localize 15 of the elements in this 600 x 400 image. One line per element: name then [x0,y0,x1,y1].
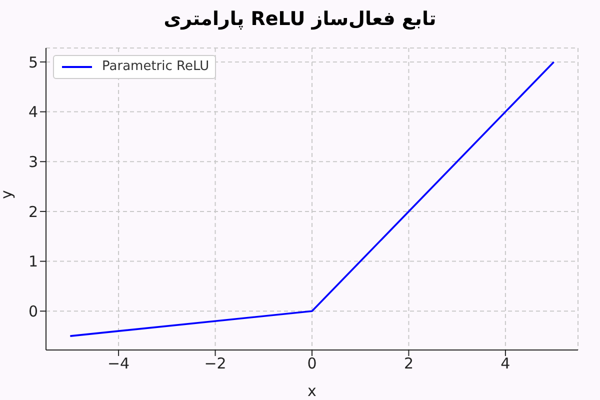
y-axis-title: y [0,190,16,199]
x-tick-label: 2 [404,354,414,373]
y-tick-label: 1 [28,252,38,271]
legend-label: Parametric ReLU [102,58,210,76]
x-tick-label: −2 [204,354,226,373]
x-tick-label: 0 [307,354,317,373]
y-tick-label: 0 [28,302,38,320]
x-tick-label: 4 [500,354,510,373]
chart-title: تابع فعال‌ساز ReLU پارامتری [162,8,438,30]
y-tick-label: 3 [28,152,38,171]
y-tick-label: 4 [28,103,38,122]
x-axis-title: x [308,382,317,400]
y-tick-label: 2 [28,202,38,221]
y-tick-label: 5 [28,53,38,72]
x-tick-label: −4 [107,354,130,373]
